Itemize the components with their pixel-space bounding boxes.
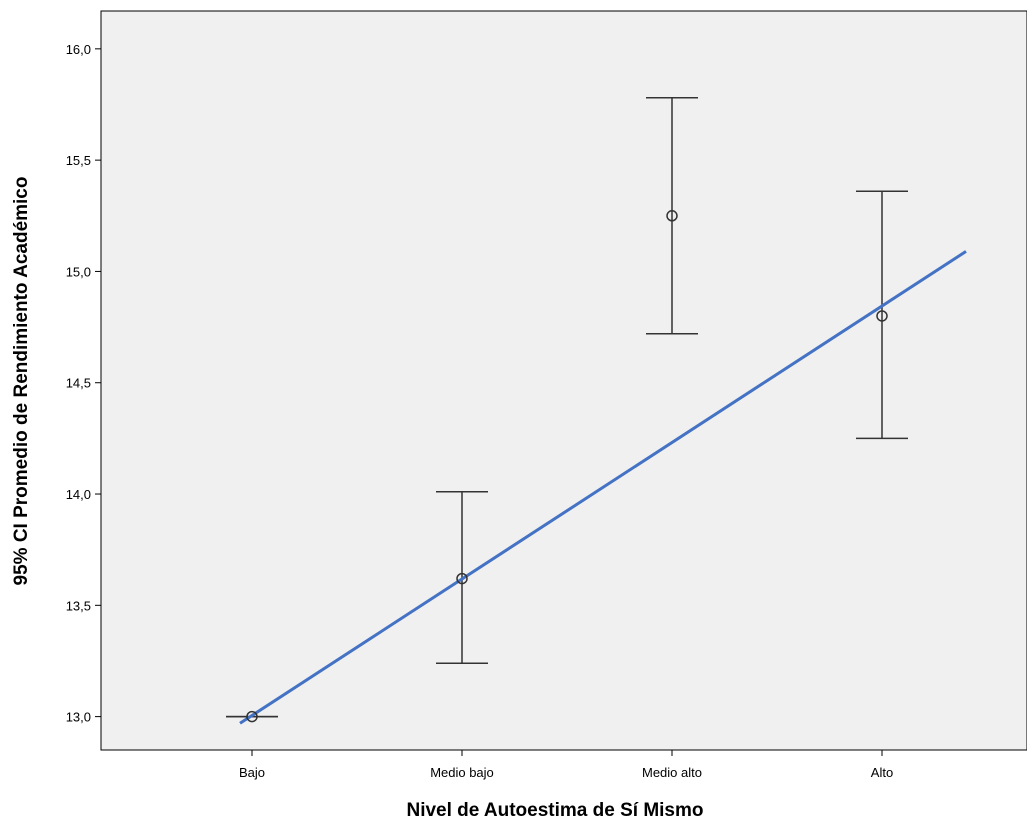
mean-point bbox=[666, 210, 678, 222]
x-tick-label: Medio bajo bbox=[430, 765, 494, 780]
plot-area bbox=[100, 10, 1027, 751]
y-tick-label: 13,5 bbox=[66, 598, 91, 613]
y-tick-label: 14,0 bbox=[66, 487, 91, 502]
x-tick-label: Bajo bbox=[239, 765, 265, 780]
y-axis-title: 95% CI Promedio de Rendimiento Académico bbox=[11, 177, 32, 586]
y-tick-label: 14,5 bbox=[66, 376, 91, 391]
y-tick-label: 16,0 bbox=[66, 42, 91, 57]
mean-point bbox=[246, 710, 258, 723]
x-tick-label: Alto bbox=[871, 765, 893, 780]
mean-markers bbox=[246, 210, 888, 723]
x-tick-label: Medio alto bbox=[642, 765, 702, 780]
y-axis: 13,0 13,5 14,0 14,5 15,0 15,5 16,0 bbox=[66, 42, 101, 725]
mean-point bbox=[456, 572, 468, 585]
x-axis: Bajo Medio bajo Medio alto Alto bbox=[239, 750, 893, 780]
mean-point bbox=[876, 310, 888, 322]
y-tick-label: 15,5 bbox=[66, 153, 91, 168]
fit-line bbox=[239, 250, 967, 725]
x-axis-title: Nivel de Autoestima de Sí Mismo bbox=[406, 800, 703, 821]
fit-line-group bbox=[239, 250, 967, 725]
y-tick-label: 13,0 bbox=[66, 710, 91, 725]
y-tick-label: 15,0 bbox=[66, 264, 91, 279]
